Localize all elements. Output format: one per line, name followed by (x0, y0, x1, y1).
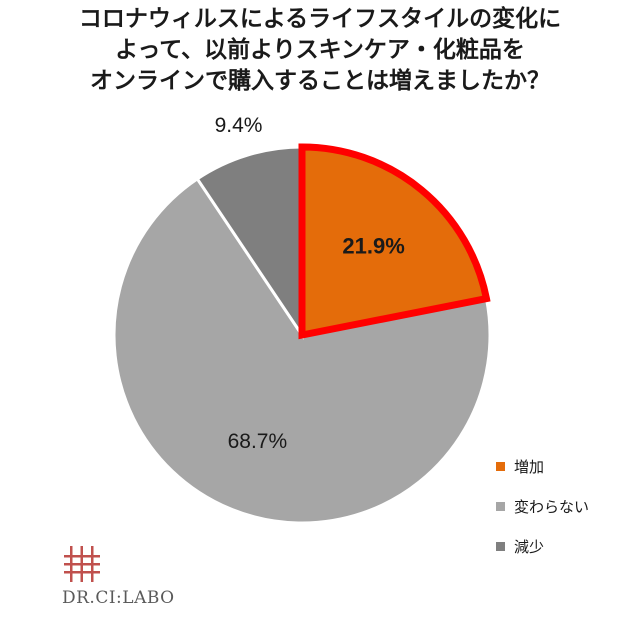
legend-swatch-unchanged (496, 501, 505, 511)
legend-item-unchanged: 変わらない (496, 495, 589, 517)
pie-slice-unchanged (112, 176, 492, 525)
legend-swatch-decrease (496, 541, 505, 551)
pie-slice-increase (298, 143, 491, 340)
legend-swatch-increase (496, 461, 505, 471)
pie-label-decrease: 9.4% (215, 114, 263, 137)
brand-logo: DR.CI:LABO (62, 546, 175, 608)
chart-title-line-2: よって、以前よりスキンケア・化粧品を (115, 37, 525, 63)
pie-label-increase: 21.9% (342, 234, 404, 259)
pie-slice-decrease (195, 145, 304, 340)
legend-item-decrease: 減少 (496, 535, 589, 557)
chart-title-line-3: オンラインで購入することは増えましたか？ (90, 68, 550, 94)
legend-item-increase: 増加 (496, 455, 589, 477)
legend-label-increase: 増加 (514, 457, 545, 476)
chart-legend: 増加 変わらない 減少 (496, 455, 589, 575)
brand-emblem-icon (64, 546, 100, 582)
legend-label-decrease: 減少 (514, 537, 545, 556)
chart-title: コロナウィルスによるライフスタイルの変化に よって、以前よりスキンケア・化粧品を… (0, 4, 640, 97)
brand-logo-text: DR.CI:LABO (62, 588, 175, 608)
pie-label-unchanged: 68.7% (228, 430, 288, 453)
legend-label-unchanged: 変わらない (514, 497, 590, 516)
chart-title-line-1: コロナウィルスによるライフスタイルの変化に (78, 6, 562, 32)
